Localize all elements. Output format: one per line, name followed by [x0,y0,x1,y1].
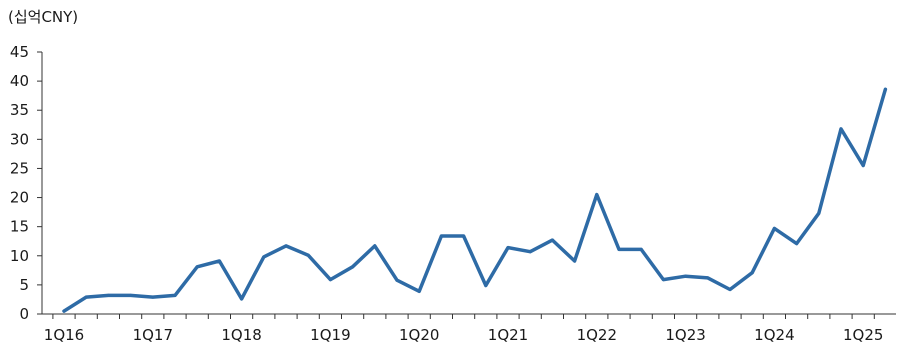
data-point [484,283,488,287]
data-point [506,246,510,250]
x-tick-label: 1Q23 [665,326,705,344]
data-point [217,259,221,263]
series-layer [62,87,888,313]
x-tick-label: 1Q25 [843,326,883,344]
data-point [240,297,244,301]
data-point [839,127,843,131]
data-point [173,293,177,297]
y-tick-label: 40 [10,72,29,90]
data-point [417,289,421,293]
y-tick-label: 20 [10,189,29,207]
x-tick-label: 1Q18 [221,326,261,344]
data-point [684,274,688,278]
data-point [351,265,355,269]
data-point [373,244,377,248]
data-point [129,293,133,297]
x-tick-label: 1Q17 [133,326,173,344]
x-tick-label: 1Q21 [488,326,528,344]
data-point [439,234,443,238]
data-point [883,87,887,91]
data-point [195,265,199,269]
x-tick-label: 1Q22 [577,326,617,344]
data-point [84,295,88,299]
x-tick-label: 1Q16 [44,326,84,344]
x-tick-label: 1Q24 [754,326,794,344]
y-tick-label: 35 [10,101,29,119]
y-tick-label: 5 [19,276,29,294]
data-point [772,226,776,230]
data-point [728,288,732,292]
data-point [706,276,710,280]
data-point [106,293,110,297]
data-point [617,247,621,251]
data-point [462,234,466,238]
data-point [573,259,577,263]
data-point [306,253,310,257]
data-point [62,309,66,313]
data-point [262,255,266,259]
data-point [661,278,665,282]
data-point [528,250,532,254]
y-tick-label: 0 [19,305,29,323]
data-point [151,295,155,299]
data-point [595,193,599,197]
y-tick-label: 45 [10,43,29,61]
data-point [639,247,643,251]
x-tick-label: 1Q20 [399,326,439,344]
data-point [795,242,799,246]
data-point [861,164,865,168]
y-tick-label: 25 [10,159,29,177]
data-point [328,278,332,282]
data-point [550,238,554,242]
data-point [817,211,821,215]
x-tick-label: 1Q19 [310,326,350,344]
data-point [750,271,754,275]
x-axis: 1Q16 1Q17 1Q18 1Q19 1Q20 1Q21 1Q22 1Q23 1Q24 1Q25 [42,313,896,344]
series-line [62,87,888,313]
data-point [395,278,399,282]
y-tick-label: 15 [10,218,29,236]
data-point [284,244,288,248]
y-tick-label: 10 [10,247,29,265]
y-axis: 0 5 10 15 20 25 30 35 40 45 [10,43,43,323]
y-tick-label: 30 [10,130,29,148]
y-unit-label: (십억CNY) [8,8,78,26]
